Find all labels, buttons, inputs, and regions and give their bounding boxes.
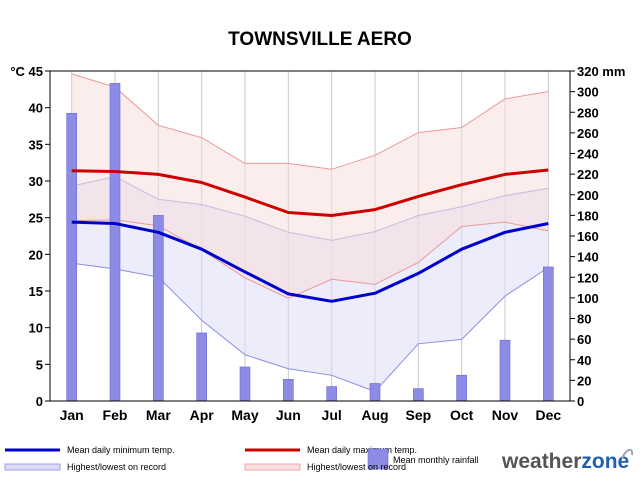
logo-swoosh bbox=[621, 448, 634, 459]
x-tick-label-aug: Aug bbox=[361, 407, 388, 423]
x-tick-label-sep: Sep bbox=[405, 407, 431, 423]
left-tick-label: 15 bbox=[29, 284, 43, 299]
logo-text-weather: weather bbox=[501, 450, 581, 473]
legend-swatch-band bbox=[4, 463, 61, 471]
legend-swatch-bar bbox=[367, 448, 389, 470]
x-tick-label-feb: Feb bbox=[103, 407, 128, 423]
rainfall-bar-oct bbox=[456, 374, 467, 402]
right-tick-label: 40 bbox=[577, 353, 591, 368]
rainfall-bar-nov bbox=[499, 339, 511, 402]
right-tick-label: 60 bbox=[577, 332, 591, 347]
legend: Mean daily minimum temp. Mean daily maxim… bbox=[4, 445, 479, 472]
legend-label: Highest/lowest on record bbox=[67, 462, 166, 472]
mean-min-line bbox=[71, 220, 549, 303]
left-tick-label: 40 bbox=[29, 101, 43, 116]
rainfall-bar-jun bbox=[283, 379, 294, 402]
rainfall-bar-mar bbox=[153, 215, 164, 402]
chart-title: TOWNSVILLE AERO bbox=[228, 29, 412, 50]
band-upper-maximum bbox=[71, 73, 549, 170]
right-tick-label: 260 bbox=[577, 126, 599, 141]
rainfall-bar-sep bbox=[413, 388, 424, 402]
legend-label: Mean daily maximum temp. bbox=[307, 445, 417, 455]
right-tick-label: 240 bbox=[577, 147, 599, 162]
right-tick-label: 0 bbox=[577, 394, 584, 409]
record-bands bbox=[71, 73, 549, 393]
right-tick-label: 20 bbox=[577, 373, 591, 388]
x-tick-label-oct: Oct bbox=[450, 407, 474, 423]
x-axis: Jan Feb Mar Apr May Jun Jul Aug Sep Oct Nov Dec bbox=[60, 407, 562, 423]
x-tick-label-jan: Jan bbox=[60, 407, 84, 423]
rainfall-bar-apr bbox=[196, 332, 207, 402]
left-tick-label: 20 bbox=[29, 247, 43, 262]
band-lower-minimum bbox=[71, 262, 549, 393]
left-axis: 0 5 10 15 20 25 30 35 40 °C 45 bbox=[10, 64, 50, 409]
right-tick-label: 80 bbox=[577, 312, 591, 327]
mean-max-line bbox=[71, 168, 549, 217]
x-tick-label-jul: Jul bbox=[322, 407, 342, 423]
left-tick-label: 30 bbox=[29, 174, 43, 189]
rainfall-bar-dec bbox=[543, 266, 554, 402]
left-tick-label: 35 bbox=[29, 137, 43, 152]
rainfall-bar-jan bbox=[66, 112, 77, 402]
x-tick-label-may: May bbox=[231, 407, 258, 423]
logo-text-zone: zone bbox=[581, 450, 629, 473]
right-tick-label: 100 bbox=[577, 291, 599, 306]
legend-label: Mean monthly rainfall bbox=[393, 455, 479, 465]
right-tick-label: 200 bbox=[577, 188, 599, 203]
left-tick-label: °C 45 bbox=[10, 64, 43, 79]
band-area-maximum bbox=[71, 73, 549, 299]
svg-text:weatherzone: weatherzone bbox=[501, 450, 629, 473]
legend-swatch-band bbox=[244, 463, 301, 471]
legend-label: Mean daily minimum temp. bbox=[67, 445, 175, 455]
right-tick-label: 300 bbox=[577, 85, 599, 100]
left-tick-label: 25 bbox=[29, 211, 43, 226]
rainfall-bar-feb bbox=[109, 83, 121, 402]
rainfall-bar-aug bbox=[369, 383, 381, 402]
band-lower-maximum bbox=[71, 219, 549, 299]
temperature-lines bbox=[71, 168, 549, 303]
x-tick-label-nov: Nov bbox=[492, 407, 519, 423]
right-tick-label: 160 bbox=[577, 229, 599, 244]
right-tick-label: 180 bbox=[577, 208, 599, 223]
x-tick-label-apr: Apr bbox=[190, 407, 215, 423]
right-tick-label: 280 bbox=[577, 105, 599, 120]
x-tick-label-mar: Mar bbox=[146, 407, 171, 423]
rainfall-bar-may bbox=[239, 366, 251, 402]
left-tick-label: 0 bbox=[36, 394, 43, 409]
left-tick-label: 5 bbox=[36, 357, 43, 372]
right-tick-label: 220 bbox=[577, 167, 599, 182]
weatherzone-logo: weatherzone bbox=[501, 448, 634, 473]
right-tick-label: 320 mm bbox=[577, 64, 625, 79]
x-tick-label-dec: Dec bbox=[535, 407, 561, 423]
left-tick-label: 10 bbox=[29, 321, 43, 336]
rainfall-bar-jul bbox=[326, 386, 337, 402]
right-axis: 0 20 40 60 80 100 120 140 160 180 200 220 240 260 280 3… bbox=[570, 64, 625, 409]
right-tick-label: 120 bbox=[577, 270, 599, 285]
legend-label: Highest/lowest on record bbox=[307, 462, 406, 472]
right-tick-label: 140 bbox=[577, 250, 599, 265]
x-tick-label-jun: Jun bbox=[276, 407, 301, 423]
plot-area bbox=[49, 70, 571, 402]
